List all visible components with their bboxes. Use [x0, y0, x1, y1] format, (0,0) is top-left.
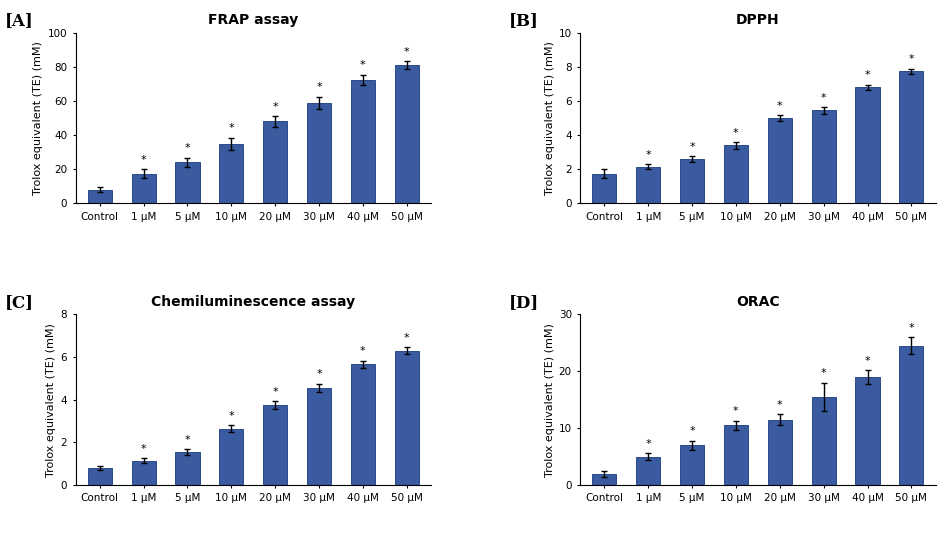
Text: *: *	[360, 347, 365, 356]
Text: *: *	[141, 155, 146, 165]
Bar	[176, 452, 199, 485]
Bar	[307, 102, 330, 203]
Bar	[811, 111, 834, 203]
Title: ORAC: ORAC	[735, 295, 779, 309]
Bar	[592, 474, 615, 485]
Bar	[395, 350, 418, 485]
Text: *: *	[272, 387, 278, 397]
Text: *: *	[404, 47, 409, 57]
Text: *: *	[864, 70, 869, 81]
Text: *: *	[316, 370, 322, 379]
Text: *: *	[404, 333, 409, 343]
Bar	[635, 457, 660, 485]
Text: *: *	[645, 439, 650, 449]
Text: *: *	[141, 444, 146, 453]
Text: *: *	[184, 435, 190, 445]
Text: [B]: [B]	[509, 12, 538, 29]
Bar	[262, 405, 287, 485]
Y-axis label: Trolox equivalent (TE) (mM): Trolox equivalent (TE) (mM)	[46, 323, 57, 477]
Bar	[176, 162, 199, 203]
Text: *: *	[228, 123, 234, 134]
Text: *: *	[820, 368, 826, 378]
Bar	[723, 425, 748, 485]
Text: *: *	[907, 323, 913, 333]
Bar	[88, 190, 111, 203]
Text: *: *	[688, 142, 694, 152]
Bar	[854, 377, 879, 485]
Bar	[262, 122, 287, 203]
Bar	[854, 87, 879, 203]
Bar	[88, 468, 111, 485]
Bar	[680, 159, 703, 203]
Y-axis label: Trolox equivalent (TE) (mM): Trolox equivalent (TE) (mM)	[544, 41, 554, 195]
Text: *: *	[228, 411, 234, 421]
Text: *: *	[733, 407, 738, 416]
Bar	[131, 173, 156, 203]
Bar	[723, 146, 748, 203]
Bar	[811, 397, 834, 485]
Text: [D]: [D]	[509, 294, 539, 311]
Y-axis label: Trolox equivalent (TE) (mM): Trolox equivalent (TE) (mM)	[544, 323, 554, 477]
Title: DPPH: DPPH	[735, 14, 779, 27]
Text: *: *	[272, 102, 278, 112]
Bar	[767, 420, 791, 485]
Title: Chemiluminescence assay: Chemiluminescence assay	[151, 295, 355, 309]
Text: *: *	[733, 128, 738, 138]
Bar	[219, 144, 244, 203]
Bar	[219, 428, 244, 485]
Bar	[131, 461, 156, 485]
Text: *: *	[688, 426, 694, 437]
Bar	[350, 365, 375, 485]
Text: *: *	[864, 356, 869, 366]
Text: [C]: [C]	[5, 294, 33, 311]
Y-axis label: Trolox equivalent (TE) (mM): Trolox equivalent (TE) (mM)	[33, 41, 43, 195]
Bar	[680, 445, 703, 485]
Text: *: *	[645, 150, 650, 160]
Text: *: *	[907, 54, 913, 64]
Title: FRAP assay: FRAP assay	[208, 14, 298, 27]
Text: *: *	[184, 143, 190, 153]
Bar	[350, 80, 375, 203]
Text: *: *	[316, 82, 322, 93]
Text: *: *	[360, 60, 365, 70]
Text: *: *	[776, 101, 782, 111]
Text: [A]: [A]	[5, 12, 33, 29]
Bar	[767, 118, 791, 203]
Bar	[307, 388, 330, 485]
Bar	[635, 167, 660, 203]
Text: *: *	[820, 93, 826, 102]
Bar	[395, 65, 418, 203]
Text: *: *	[776, 399, 782, 410]
Bar	[592, 173, 615, 203]
Bar	[899, 71, 922, 203]
Bar	[899, 346, 922, 485]
